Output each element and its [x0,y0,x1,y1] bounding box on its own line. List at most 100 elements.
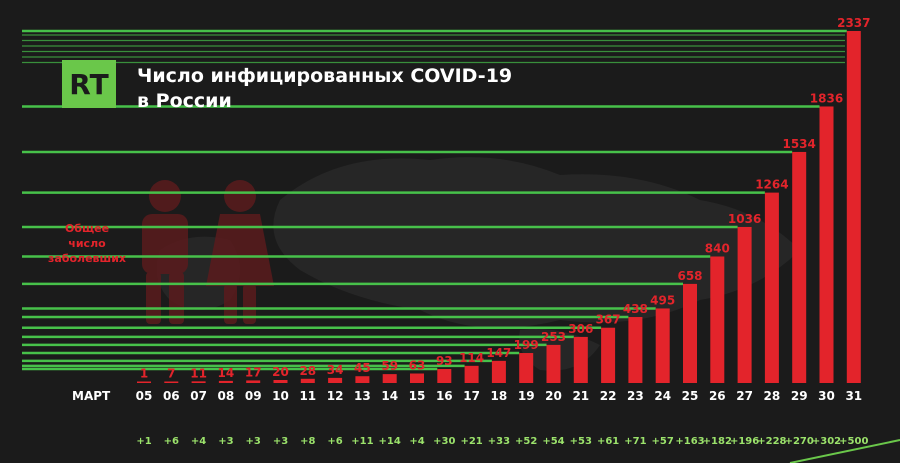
x-tick-07: 07 [190,389,207,403]
value-label-24: 495 [650,293,675,307]
value-label-31: 2337 [837,16,870,30]
daily-increase-26: +182 [703,436,732,447]
daily-increase-19: +52 [515,436,537,447]
value-label-25: 658 [677,269,702,283]
x-tick-28: 28 [764,389,781,403]
value-label-28: 1264 [755,178,788,192]
daily-increase-31: +500 [839,436,868,447]
daily-increase-24: +57 [652,436,674,447]
daily-increase-16: +30 [433,436,455,447]
x-tick-24: 24 [654,389,671,403]
bar-06 [164,381,179,383]
value-label-29: 1534 [782,137,815,151]
x-tick-13: 13 [354,389,371,403]
daily-increase-21: +53 [570,436,592,447]
x-axis-label: МАРТ [72,389,111,403]
bar-16 [437,368,452,383]
daily-increase-10: +3 [273,436,288,447]
value-label-12: 34 [327,363,344,377]
bar-24 [655,308,670,383]
value-label-21: 306 [568,322,593,336]
bar-22 [601,327,616,383]
rt-logo-box [62,60,116,108]
daily-increase-29: +270 [785,436,814,447]
daily-increase-12: +6 [327,436,342,447]
x-tick-14: 14 [381,389,398,403]
bar-07 [191,381,206,383]
x-tick-11: 11 [299,389,316,403]
daily-increase-28: +228 [757,436,786,447]
bar-28 [764,192,779,383]
daily-increase-labels: +1 +6 +4 +3 +3 +3 +8 +6 +11 +14 +4 +30 +21 +33 +52 +54 +… [136,436,868,447]
x-tick-10: 10 [272,389,289,403]
rt-logo: RT [62,60,116,108]
bar-13 [355,376,370,383]
daily-increase-08: +3 [218,436,233,447]
daily-increase-15: +4 [409,436,424,447]
daily-increase-09: +3 [246,436,261,447]
y-label-line-2: число [68,237,106,250]
y-label-line-1: Общее [65,222,109,235]
value-label-26: 840 [705,241,730,255]
bar-26 [710,256,725,383]
x-tick-29: 29 [791,389,808,403]
x-tick-05: 05 [136,389,153,403]
value-label-15: 63 [409,359,426,373]
value-label-09: 17 [245,365,262,379]
value-label-30: 1836 [810,91,843,105]
bar-12 [328,377,343,383]
daily-increase-11: +8 [300,436,315,447]
value-label-22: 367 [596,313,621,327]
bar-27 [737,226,752,383]
daily-increase-13: +11 [351,436,373,447]
value-label-07: 11 [190,366,207,380]
x-tick-30: 30 [818,389,835,403]
bar-31 [846,31,861,383]
x-tick-18: 18 [491,389,508,403]
trend-stroke [789,439,900,463]
bar-23 [628,317,643,383]
bar-08 [218,380,233,383]
bar-15 [410,373,424,383]
chart-title-line-2: в России [137,90,232,112]
bar-21 [573,336,588,383]
chart-title-line-1: Число инфицированных COVID-19 [137,65,512,87]
bar-11 [300,378,315,383]
value-label-06: 7 [167,367,175,381]
daily-increase-23: +71 [624,436,646,447]
x-tick-06: 06 [163,389,180,403]
value-label-17: 114 [459,351,484,365]
value-label-20: 253 [541,330,566,344]
x-tick-26: 26 [709,389,726,403]
bar-19 [519,353,534,383]
x-tick-20: 20 [545,389,562,403]
value-label-14: 59 [381,359,398,373]
daily-increase-20: +54 [542,436,564,447]
bar-17 [464,365,479,383]
bar-29 [792,151,807,383]
daily-increase-14: +14 [379,436,401,447]
daily-increase-18: +33 [488,436,510,447]
x-tick-22: 22 [600,389,617,403]
daily-increase-07: +4 [191,436,206,447]
x-tick-31: 31 [845,389,862,403]
value-label-10: 20 [272,365,289,379]
daily-increase-22: +61 [597,436,619,447]
x-tick-12: 12 [327,389,344,403]
x-tick-25: 25 [682,389,699,403]
daily-increase-27: +196 [730,436,759,447]
value-label-27: 1036 [728,212,761,226]
value-label-23: 438 [623,302,648,316]
value-label-18: 147 [486,346,511,360]
value-labels: 1 7 11 14 17 20 28 34 45 59 63 93 114 147199253306367… [140,16,871,381]
bar-10 [273,379,288,383]
bar-25 [683,283,697,383]
value-label-16: 93 [436,354,453,368]
x-tick-17: 17 [463,389,480,403]
y-label-line-3: заболевших [48,252,126,265]
daily-increase-25: +163 [675,436,704,447]
daily-increase-05: +1 [136,436,151,447]
bar-14 [382,374,397,383]
value-label-08: 14 [218,366,235,380]
